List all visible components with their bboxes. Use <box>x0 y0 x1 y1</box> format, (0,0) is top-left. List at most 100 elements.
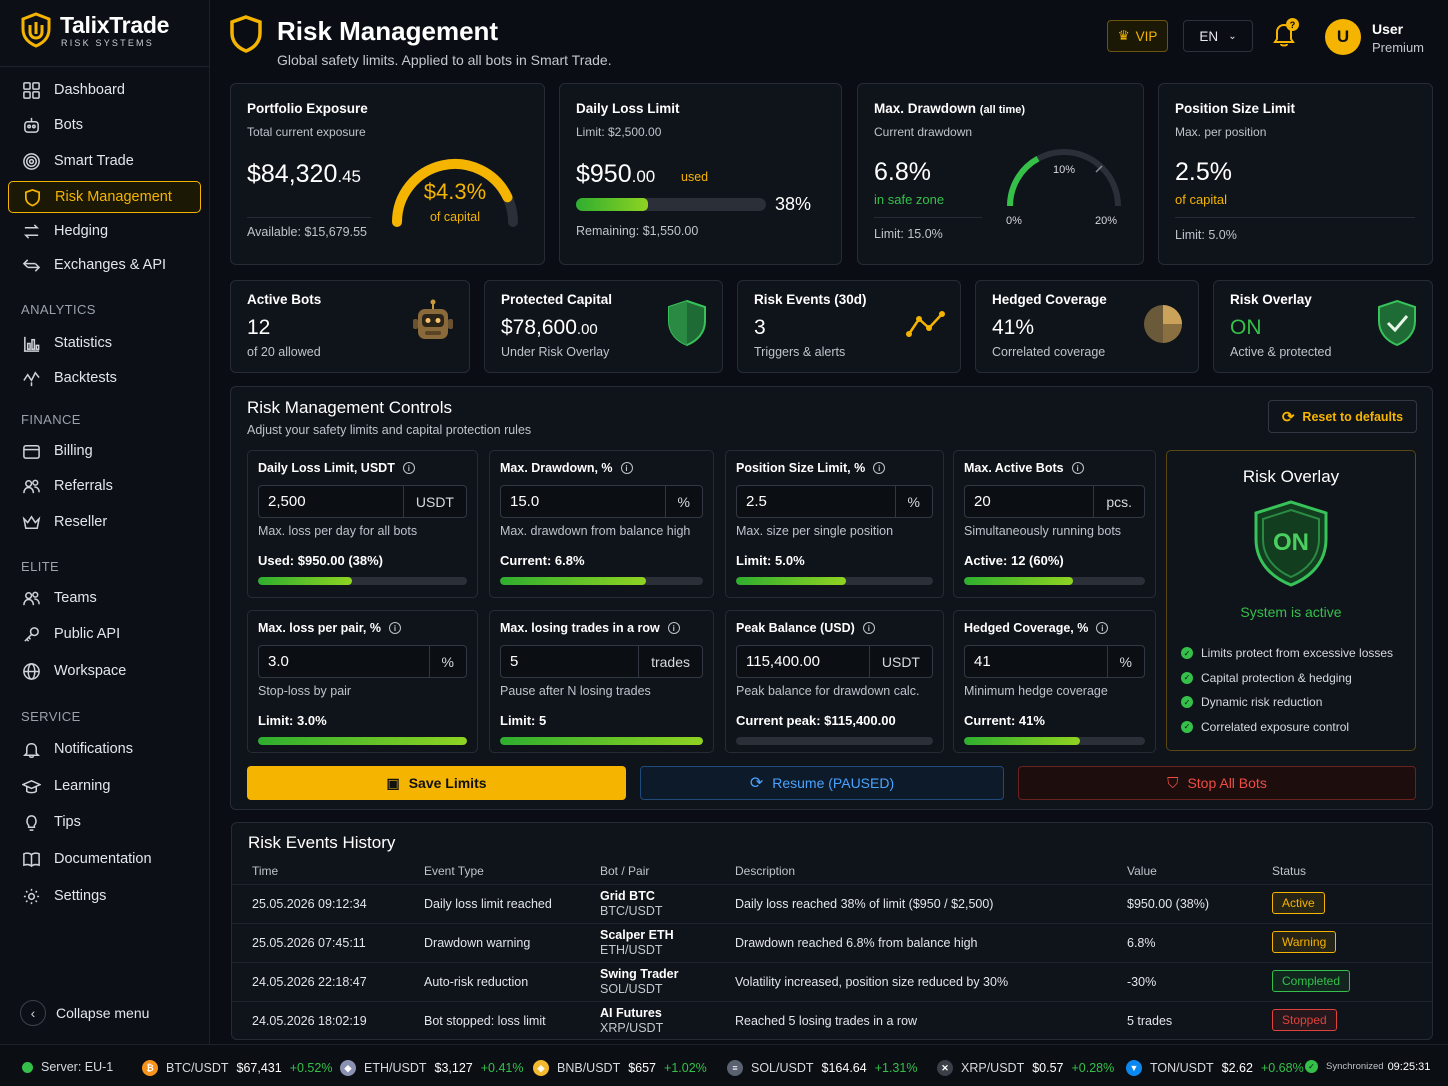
table-row[interactable]: 24.05.2026 22:18:47 Auto-risk reduction Sw… <box>232 962 1432 1001</box>
cell-bot-pair: AI Futures XRP/USDT <box>600 1006 664 1035</box>
card-subtitle: Total current exposure <box>247 125 366 139</box>
card-title: Portfolio Exposure <box>247 101 368 116</box>
reset-defaults-button[interactable]: ⟳ Reset to defaults <box>1268 400 1417 433</box>
card-title: Risk Events (30d) <box>754 292 867 307</box>
hedge-icon <box>23 223 40 239</box>
control-label: Max. loss per pair, % i <box>258 621 401 635</box>
info-icon[interactable]: i <box>620 462 633 474</box>
table-row[interactable]: 25.05.2026 07:45:11 Drawdown warning Scalp… <box>232 923 1432 962</box>
cell-bot-pair: Scalper ETH ETH/USDT <box>600 928 674 957</box>
nav-workspace[interactable]: Workspace <box>8 655 201 687</box>
nav-settings[interactable]: Settings <box>8 880 201 912</box>
collapse-menu-button[interactable]: ‹ Collapse menu <box>20 1000 149 1026</box>
nav-hedging[interactable]: Hedging <box>8 215 201 247</box>
ticker-item[interactable]: ≡ SOL/USDT $164.64 +1.31% <box>727 1060 917 1076</box>
avatar[interactable]: U <box>1325 19 1361 55</box>
nav-label: Referrals <box>54 478 113 494</box>
info-icon[interactable]: i <box>402 462 415 474</box>
nav-learning[interactable]: Learning <box>8 770 201 802</box>
input-value[interactable]: 3.0 <box>268 653 289 670</box>
info-icon[interactable]: i <box>388 622 401 634</box>
gear-icon <box>23 888 40 904</box>
card-subtitle: Current drawdown <box>874 125 973 139</box>
notifications-button[interactable]: ? <box>1271 18 1299 50</box>
input-value[interactable]: 15.0 <box>510 493 540 510</box>
max-loss-pair-input[interactable]: 3.0% <box>258 645 467 678</box>
stop-all-bots-button[interactable]: ⛉ Stop All Bots <box>1018 766 1416 800</box>
nav-teams[interactable]: Teams <box>8 582 201 614</box>
input-value[interactable]: 5 <box>510 653 519 670</box>
max-drawdown-input[interactable]: 15.0% <box>500 485 703 518</box>
peak-balance-input[interactable]: 115,400.00 USDT <box>736 645 933 678</box>
nav-public-api[interactable]: Public API <box>8 618 201 650</box>
info-icon[interactable]: i <box>873 462 886 474</box>
info-icon[interactable]: i <box>1071 462 1084 474</box>
nav-documentation[interactable]: Documentation <box>8 843 201 875</box>
exposure-gauge <box>392 159 518 227</box>
max-drawdown-card: Max. Drawdown (all time) Current drawdow… <box>857 83 1144 265</box>
nav-risk-management[interactable]: Risk Management <box>8 181 201 213</box>
position-size-input[interactable]: 2.5% <box>736 485 933 518</box>
coin-icon: ₿ <box>142 1060 158 1076</box>
input-value[interactable]: 2.5 <box>746 493 767 510</box>
input-value[interactable]: 115,400.00 <box>746 653 820 670</box>
ticker-item[interactable]: ▼ TON/USDT $2.62 +0.68% <box>1126 1060 1304 1076</box>
table-row[interactable]: 25.05.2026 09:12:34 Daily loss limit reac… <box>232 884 1432 923</box>
ticker-item[interactable]: ◆ ETH/USDT $3,127 +0.41% <box>340 1060 523 1076</box>
nav-tips[interactable]: Tips <box>8 806 201 838</box>
input-unit: % <box>894 486 932 517</box>
card-title: Risk Overlay <box>1230 292 1312 307</box>
logo[interactable]: TalixTrade RISK SYSTEMS <box>20 12 200 52</box>
page-subtitle: Global safety limits. Applied to all bot… <box>277 52 612 68</box>
daily-loss-input[interactable]: 2,500 USDT <box>258 485 467 518</box>
nav-statistics[interactable]: Statistics <box>8 327 201 359</box>
ticker-item[interactable]: ₿ BTC/USDT $67,431 +0.52% <box>142 1060 332 1076</box>
info-icon[interactable]: i <box>1096 622 1109 634</box>
billing-icon <box>23 444 40 459</box>
nav-backtests[interactable]: Backtests <box>8 362 201 394</box>
position-size-card: Position Size Limit Max. per position 2.… <box>1158 83 1433 265</box>
info-icon[interactable]: i <box>862 622 875 634</box>
resume-button[interactable]: ⟳ Resume (PAUSED) <box>640 766 1004 800</box>
control-hint: Minimum hedge coverage <box>964 684 1108 698</box>
nav-referrals[interactable]: Referrals <box>8 470 201 502</box>
position-note: of capital <box>1175 192 1228 207</box>
nav-exchanges[interactable]: Exchanges & API <box>8 249 201 281</box>
max-active-bots-input[interactable]: 20 pcs. <box>964 485 1145 518</box>
coin-icon: ◆ <box>340 1060 356 1076</box>
nav-bots[interactable]: Bots <box>8 109 201 141</box>
save-limits-button[interactable]: ▣ Save Limits <box>247 766 626 800</box>
check-circle-icon: ✓ <box>1181 696 1193 709</box>
info-icon[interactable]: i <box>667 622 680 634</box>
drawdown-gauge <box>1007 149 1121 207</box>
control-current: Current: 41% <box>964 713 1045 728</box>
nav-label: Backtests <box>54 370 117 386</box>
input-value[interactable]: 41 <box>974 653 991 670</box>
losing-trades-input[interactable]: 5 trades <box>500 645 703 678</box>
nav-notifications[interactable]: Notifications <box>8 733 201 765</box>
col-time: Time <box>252 864 279 878</box>
ticker-item[interactable]: ✕ XRP/USDT $0.57 +0.28% <box>937 1060 1114 1076</box>
server-status: Server: EU-1 <box>22 1060 113 1074</box>
nav-billing[interactable]: Billing <box>8 435 201 467</box>
shield-icon <box>668 299 706 347</box>
nav-dashboard[interactable]: Dashboard <box>8 74 201 106</box>
chevron-left-icon: ‹ <box>20 1000 46 1026</box>
input-value[interactable]: 2,500 <box>268 493 306 510</box>
ticker-item[interactable]: ◈ BNB/USDT $657 +1.02% <box>533 1060 707 1076</box>
input-value[interactable]: 20 <box>974 493 991 510</box>
cell-value: 5 trades <box>1127 1014 1173 1028</box>
card-subtitle: Max. per position <box>1175 125 1267 139</box>
hedged-coverage-input[interactable]: 41% <box>964 645 1145 678</box>
table-row[interactable]: 24.05.2026 18:02:19 Bot stopped: loss lim… <box>232 1001 1432 1040</box>
section-service: SERVICE <box>21 709 81 724</box>
nav-smart-trade[interactable]: Smart Trade <box>8 145 201 177</box>
nav-reseller[interactable]: Reseller <box>8 506 201 538</box>
language-select[interactable]: EN ⌄ <box>1183 20 1253 52</box>
globe-icon <box>23 662 40 680</box>
cell-event-type: Drawdown warning <box>424 936 531 950</box>
vip-button[interactable]: ♛ VIP <box>1107 20 1168 52</box>
ticker-change: +0.68% <box>1260 1061 1304 1075</box>
card-subtitle: Limit: $2,500.00 <box>576 125 662 139</box>
vip-label: VIP <box>1135 28 1158 44</box>
